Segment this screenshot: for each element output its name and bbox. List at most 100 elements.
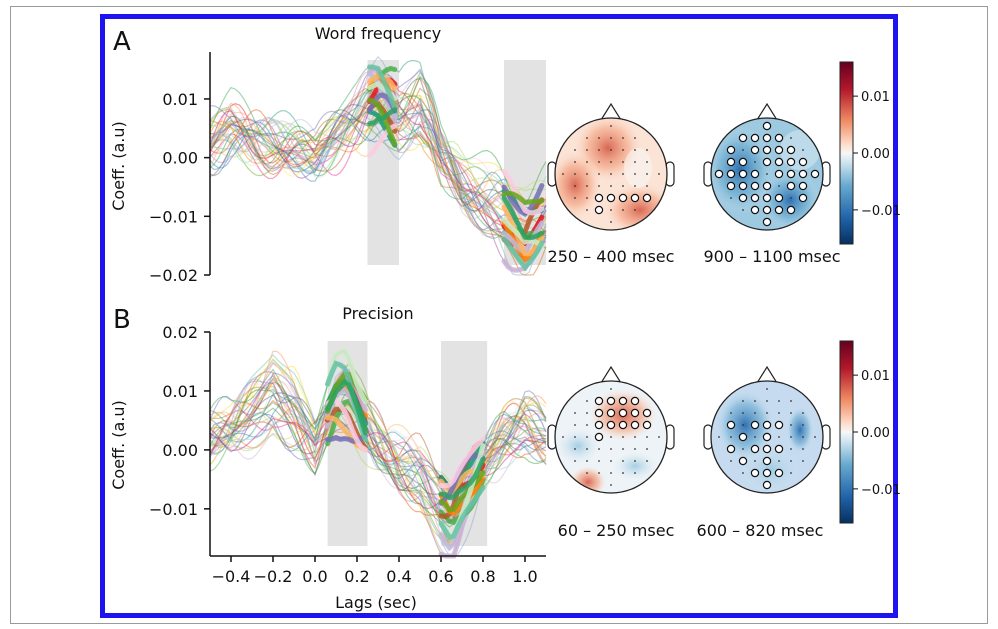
channel-line [209,358,547,543]
y-tick-label: 0.02 [162,323,198,342]
electrode-dot [790,424,792,426]
significant-electrode [750,205,760,215]
electrode-dot [586,472,588,474]
topomap-a2: 900 – 1100 msec [703,102,841,266]
electrode-dot [790,436,792,438]
significant-electrode [750,181,760,191]
channel-line [209,380,547,490]
electrode-dot [658,436,660,438]
x-tick-label: 0.0 [302,567,327,586]
significant-electrode [762,181,772,191]
panel-a-title: Word frequency [315,24,441,43]
channel-line [209,411,547,524]
colorbar-a-gradient [839,61,854,245]
electrode-dot [598,161,600,163]
panel-label-b: B [113,305,131,335]
channel-line [209,362,547,549]
electrode-dot [646,448,648,450]
significant-segment [367,107,398,127]
colorbar-tick-label: −0.01 [861,483,901,498]
significant-electrode [762,193,772,203]
y-tick-label: −0.02 [149,266,198,285]
electrode-dot [742,424,744,426]
electrode-dot [730,412,732,414]
electrode-dot [610,484,612,486]
significant-electrode [786,157,796,167]
electrode-dot [646,436,648,438]
y-tick-label: 0.00 [162,149,198,168]
channel-line [209,362,547,539]
electrode-dot [766,173,768,175]
significant-electrode [750,193,760,203]
significant-electrode [762,432,772,442]
colorbar-a: 0.01 0.00 −0.01 [839,61,901,245]
panel-a-significant-segments [367,64,545,273]
significant-electrode [762,133,772,143]
significant-electrode [750,468,760,478]
y-tick-label: 0.01 [162,382,198,401]
electrode-dot [634,460,636,462]
electrode-dot [742,472,744,474]
topomap-a1-caption: 250 – 400 msec [548,247,675,266]
significant-electrode [594,420,604,430]
significant-electrode [738,133,748,143]
significant-electrode [750,169,760,179]
significant-electrode [762,205,772,215]
electrode-dot [586,412,588,414]
electrode-dot [586,424,588,426]
electrode-dot [610,436,612,438]
panel-b-title: Precision [342,304,413,323]
significant-electrode [618,193,628,203]
electrode-dot [742,412,744,414]
electrode-dot [658,173,660,175]
channel-line [209,372,547,524]
significant-electrode [774,169,784,179]
electrode-dot [610,448,612,450]
electrode-dot [802,424,804,426]
channel-line [209,118,547,227]
channel-line [209,354,547,514]
electrode-dot [574,185,576,187]
electrode-dot [814,436,816,438]
electrode-dot [802,448,804,450]
colorbar-b-gradient [839,340,854,524]
electrode-dot [766,412,768,414]
electrode-dot [646,185,648,187]
channel-line [209,380,547,510]
electrode-dot [574,460,576,462]
channel-line [209,88,547,226]
panel-a-y-ticks: 0.01 0.00 −0.01 −0.02 [149,90,210,285]
colorbar-tick-label: 0.00 [861,426,890,441]
channel-line [209,410,547,497]
significant-electrode [630,408,640,418]
significant-electrode [618,396,628,406]
topomap-a1: 250 – 400 msec [547,102,675,266]
electrode-dot [586,436,588,438]
electrode-dot [610,185,612,187]
significant-segment [501,168,545,216]
electrode-dot [730,460,732,462]
significant-electrode [726,181,736,191]
electrode-dot [646,149,648,151]
electrode-dot [610,221,612,223]
significant-electrode [714,169,724,179]
panel-b-significant-segments [325,348,486,559]
electrode-dot [586,460,588,462]
y-tick-label: −0.01 [149,500,198,519]
channel-line [209,371,547,546]
panel-b-xlabel: Lags (sec) [335,593,417,612]
significant-electrode [750,145,760,155]
channel-line [209,413,547,522]
x-tick-label: 0.8 [470,567,495,586]
electrode-dot [742,149,744,151]
significant-electrode [606,193,616,203]
significant-electrode [798,193,808,203]
electrode-dot [586,161,588,163]
electrode-dot [766,388,768,390]
channel-line [209,115,547,242]
significant-electrode [738,456,748,466]
significant-electrode [726,420,736,430]
channel-line [209,373,546,511]
significant-electrode [606,408,616,418]
